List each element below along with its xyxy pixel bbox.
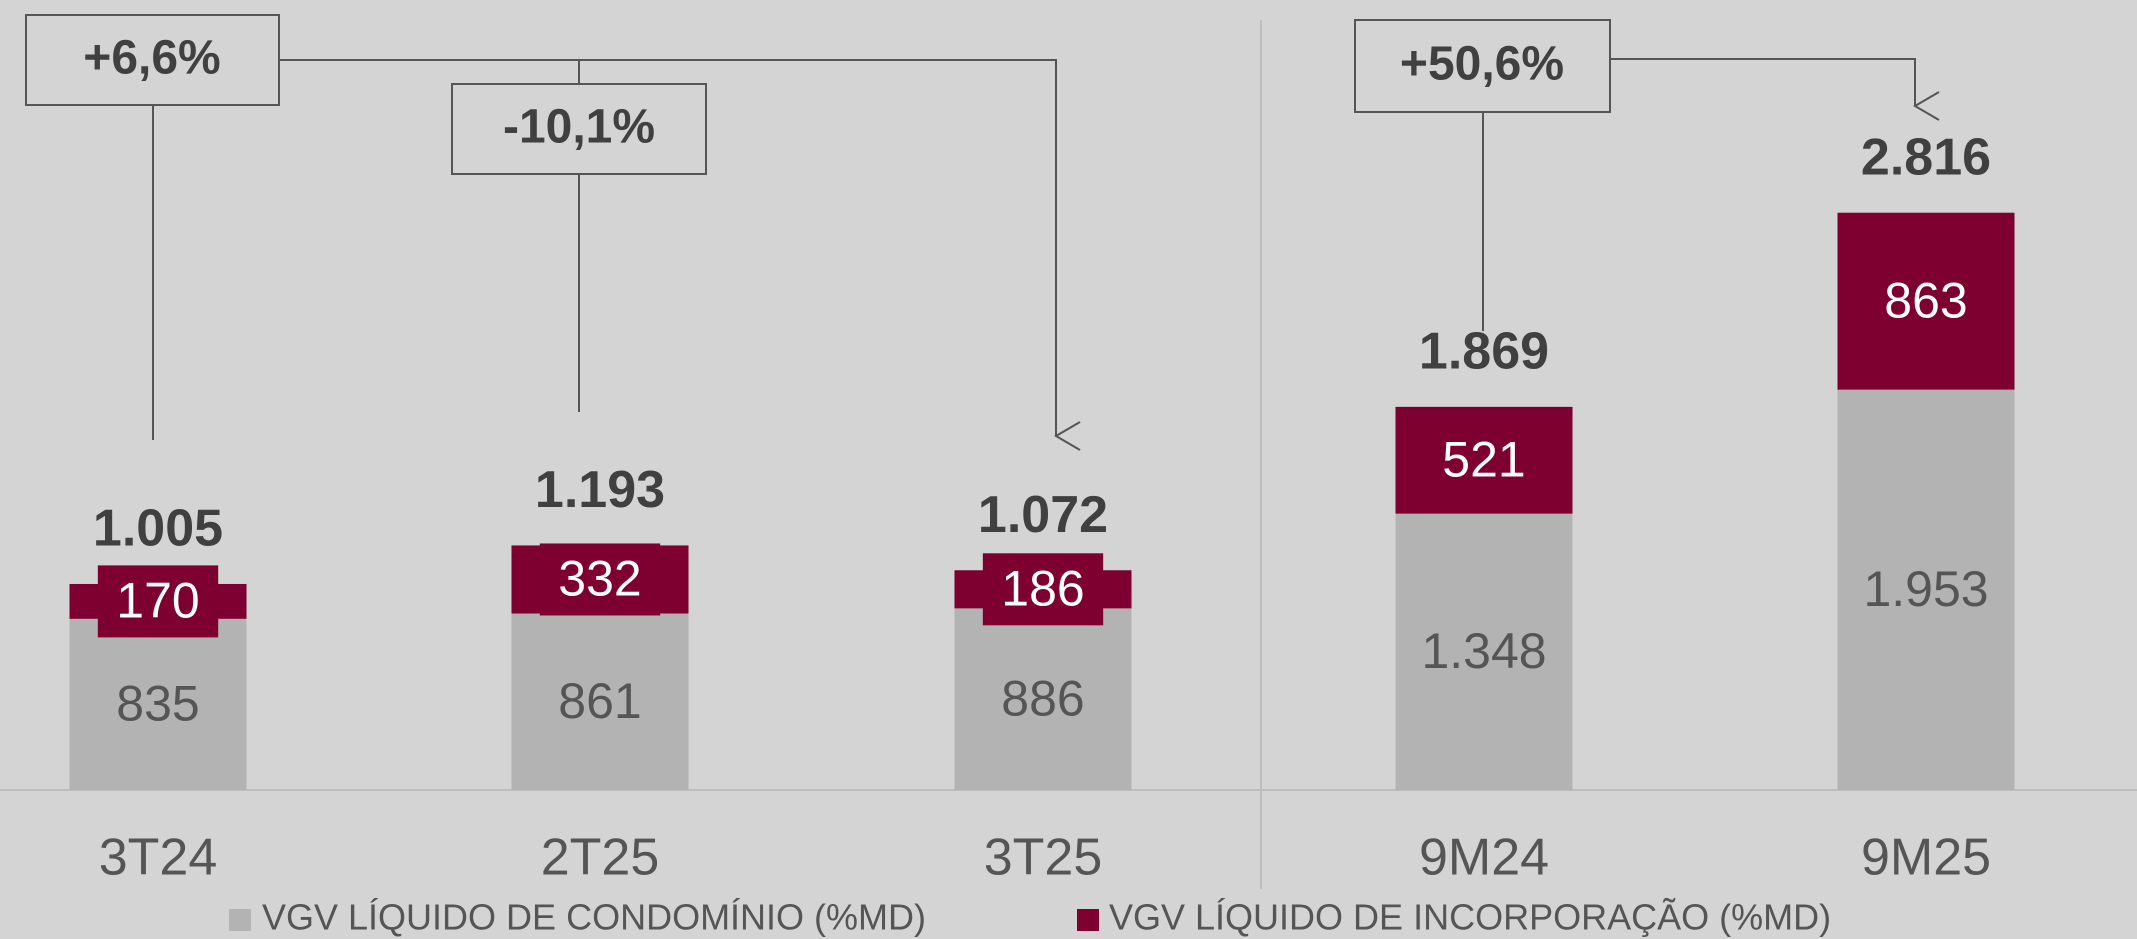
annotation: +50,6% (1400, 38, 1564, 91)
bar-segment (1395, 406, 1573, 514)
total-label: 1.869 (1419, 323, 1549, 381)
total-label: 1.193 (535, 461, 665, 519)
bar-segment (1837, 212, 2015, 390)
segment-label: 863 (1884, 272, 1967, 328)
segment-label: 886 (1001, 670, 1084, 726)
annotation-box (25, 14, 280, 106)
x-tick-label: 3T24 (99, 829, 218, 887)
segment-label: 1.953 (1863, 561, 1988, 617)
segment-label: 332 (558, 551, 641, 607)
total-label: 1.005 (93, 500, 223, 558)
label-background (539, 543, 661, 616)
legend-label: VGV LÍQUIDO DE INCORPORAÇÃO (%MD) (1109, 897, 1831, 938)
label-background (97, 565, 219, 638)
bar-segment (1395, 513, 1573, 790)
segment-label: 186 (1001, 561, 1084, 617)
legend-label: VGV LÍQUIDO DE CONDOMÍNIO (%MD) (262, 897, 926, 938)
x-tick-label: 9M25 (1861, 829, 1991, 887)
label-background (982, 553, 1104, 626)
segment-label: 1.348 (1421, 623, 1546, 679)
legend-swatch (1077, 909, 1099, 931)
connector (279, 59, 1081, 451)
x-tick-label: 9M24 (1419, 829, 1549, 887)
legend-swatch (229, 909, 251, 931)
x-tick-label: 2T25 (541, 829, 660, 887)
segment-label: 521 (1442, 431, 1525, 487)
annotation: -10,1% (503, 101, 655, 154)
segment-label: 170 (116, 573, 199, 629)
annotation-box (451, 83, 707, 175)
connector (1610, 58, 1940, 121)
bar-segment (1837, 389, 2015, 790)
segment-label: 835 (116, 676, 199, 732)
bar-segment (69, 618, 247, 790)
total-label: 2.816 (1861, 128, 1991, 186)
bar-segment (511, 613, 689, 790)
total-label: 1.072 (978, 486, 1108, 544)
x-tick-label: 3T25 (984, 829, 1103, 887)
bar-segment (954, 608, 1132, 790)
annotation-box (1354, 19, 1611, 113)
segment-label: 861 (558, 673, 641, 729)
annotation: +6,6% (83, 32, 220, 85)
